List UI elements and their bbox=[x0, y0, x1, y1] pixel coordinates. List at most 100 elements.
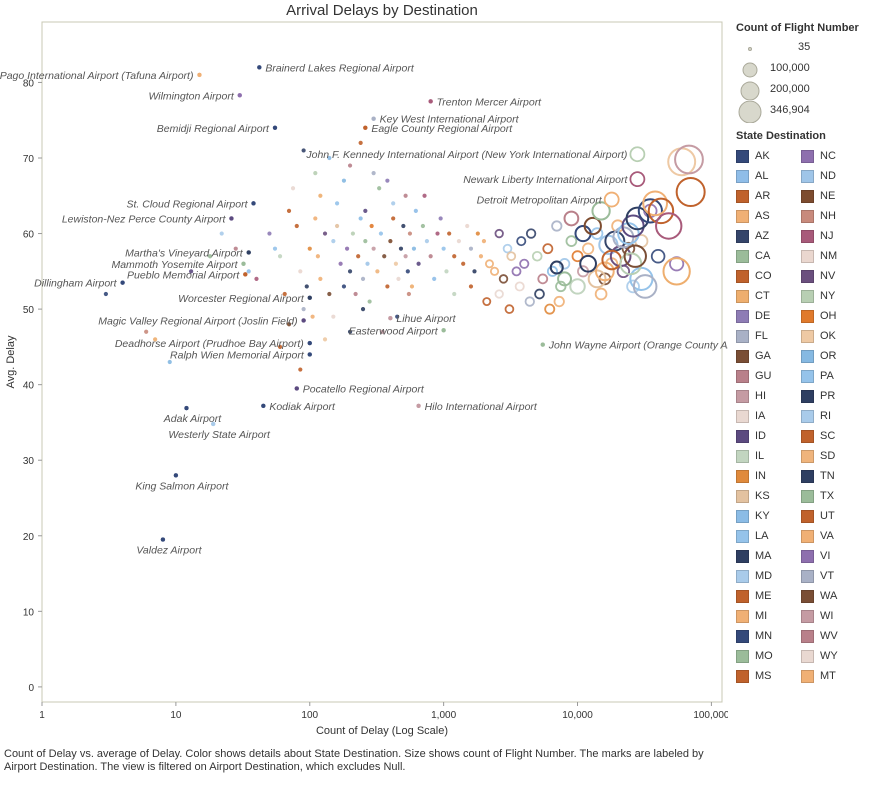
legend-item-ri[interactable]: RI bbox=[801, 406, 866, 426]
legend-item-in[interactable]: IN bbox=[736, 466, 801, 486]
x-axis-label: Count of Delay (Log Scale) bbox=[316, 725, 448, 737]
legend-item-va[interactable]: VA bbox=[801, 526, 866, 546]
legend-item-il[interactable]: IL bbox=[736, 446, 801, 466]
legend-item-oh[interactable]: OH bbox=[801, 306, 866, 326]
legend-label: PA bbox=[820, 370, 834, 382]
legend-item-nv[interactable]: NV bbox=[801, 266, 866, 286]
point-label: Dillingham Airport bbox=[34, 278, 118, 290]
scatter-plot: 1 10 100 1,000 10,000 100,000 0 10 20 30 40 50 60 70 8… bbox=[0, 21, 728, 737]
legend-item-az[interactable]: AZ bbox=[736, 226, 801, 246]
legend-item-md[interactable]: MD bbox=[736, 566, 801, 586]
legend-item-tx[interactable]: TX bbox=[801, 486, 866, 506]
legend-item-fl[interactable]: FL bbox=[736, 326, 801, 346]
legend-item-ut[interactable]: UT bbox=[801, 506, 866, 526]
legend-swatch bbox=[736, 229, 749, 243]
data-point bbox=[360, 276, 366, 281]
legend-item-nj[interactable]: NJ bbox=[801, 226, 866, 246]
legend-label: IA bbox=[755, 410, 766, 422]
chart-title: Arrival Delays by Destination bbox=[286, 2, 478, 19]
legend-item-id[interactable]: ID bbox=[736, 426, 801, 446]
legend-item-nd[interactable]: ND bbox=[801, 166, 866, 186]
legend-item-ne[interactable]: NE bbox=[801, 186, 866, 206]
legend-item-mn[interactable]: MN bbox=[736, 626, 801, 646]
legend-item-la[interactable]: LA bbox=[736, 526, 801, 546]
data-point bbox=[313, 216, 318, 221]
data-point bbox=[629, 146, 646, 163]
legend-item-co[interactable]: CO bbox=[736, 266, 801, 286]
data-point bbox=[167, 359, 172, 365]
point-label: Bemidji Regional Airport bbox=[157, 123, 270, 135]
data-point bbox=[438, 216, 443, 221]
data-point bbox=[452, 254, 457, 259]
legend-item-pa[interactable]: PA bbox=[801, 366, 866, 386]
legend-item-pr[interactable]: PR bbox=[801, 386, 866, 406]
data-point bbox=[546, 265, 558, 277]
legend-item-ok[interactable]: OK bbox=[801, 326, 866, 346]
legend-item-sd[interactable]: SD bbox=[801, 446, 866, 466]
data-point bbox=[267, 231, 272, 236]
legend-item-wa[interactable]: WA bbox=[801, 586, 866, 606]
legend-swatch bbox=[801, 329, 814, 343]
data-point bbox=[621, 214, 645, 238]
data-point bbox=[557, 271, 573, 287]
legend-label: WI bbox=[820, 610, 834, 622]
point-label: Detroit Metropolitan Airport bbox=[477, 195, 603, 207]
legend-item-ks[interactable]: KS bbox=[736, 486, 801, 506]
legend-label: VI bbox=[820, 550, 831, 562]
legend-item-mt[interactable]: MT bbox=[801, 666, 866, 686]
legend-item-ca[interactable]: CA bbox=[736, 246, 801, 266]
data-point bbox=[301, 307, 306, 312]
legend-swatch bbox=[801, 349, 814, 363]
legend-item-ar[interactable]: AR bbox=[736, 186, 801, 206]
data-point bbox=[254, 276, 259, 281]
data-point bbox=[363, 208, 368, 213]
legend-label: TX bbox=[820, 490, 835, 502]
legend-item-vt[interactable]: VT bbox=[801, 566, 866, 586]
legend-item-me[interactable]: ME bbox=[736, 586, 801, 606]
legend-item-gu[interactable]: GU bbox=[736, 366, 801, 386]
legend-item-de[interactable]: DE bbox=[736, 306, 801, 326]
legend-item-wy[interactable]: WY bbox=[801, 646, 866, 666]
data-point bbox=[393, 261, 399, 266]
legend-panel: Count of Flight Number 35 100,000 200,000 3… bbox=[730, 22, 874, 686]
legend-swatch bbox=[736, 629, 749, 643]
legend-item-mo[interactable]: MO bbox=[736, 646, 801, 666]
legend-item-tn[interactable]: TN bbox=[801, 466, 866, 486]
legend-label: VT bbox=[820, 570, 835, 582]
data-point bbox=[625, 206, 650, 231]
legend-item-vi[interactable]: VI bbox=[801, 546, 866, 566]
legend-item-wi[interactable]: WI bbox=[801, 606, 866, 626]
point-label: Newark Liberty International Airport bbox=[463, 174, 628, 186]
legend-item-ky[interactable]: KY bbox=[736, 506, 801, 526]
legend-item-nm[interactable]: NM bbox=[801, 246, 866, 266]
data-point bbox=[334, 201, 340, 206]
data-point bbox=[542, 243, 554, 255]
legend-item-mi[interactable]: MI bbox=[736, 606, 801, 626]
legend-item-as[interactable]: AS bbox=[736, 206, 801, 226]
legend-item-nc[interactable]: NC bbox=[801, 146, 866, 166]
data-point bbox=[565, 235, 578, 247]
legend-item-or[interactable]: OR bbox=[801, 346, 866, 366]
legend-item-sc[interactable]: SC bbox=[801, 426, 866, 446]
data-point bbox=[272, 125, 278, 131]
legend-item-ct[interactable]: CT bbox=[736, 286, 801, 306]
legend-swatch bbox=[736, 449, 749, 463]
legend-item-ia[interactable]: IA bbox=[736, 406, 801, 426]
legend-item-nh[interactable]: NH bbox=[801, 206, 866, 226]
point-label: John Wayne Airport (Orange County Airpor… bbox=[548, 340, 728, 352]
legend-item-hi[interactable]: HI bbox=[736, 386, 801, 406]
y-tick-label: 50 bbox=[23, 305, 35, 316]
legend-swatch bbox=[801, 269, 814, 283]
legend-item-ny[interactable]: NY bbox=[801, 286, 866, 306]
legend-item-ak[interactable]: AK bbox=[736, 146, 801, 166]
legend-swatch bbox=[801, 569, 814, 583]
data-point bbox=[553, 295, 565, 308]
legend-item-ms[interactable]: MS bbox=[736, 666, 801, 686]
legend-item-ma[interactable]: MA bbox=[736, 546, 801, 566]
legend-item-al[interactable]: AL bbox=[736, 166, 801, 186]
legend-swatch bbox=[736, 189, 749, 203]
legend-item-ga[interactable]: GA bbox=[736, 346, 801, 366]
legend-label: NE bbox=[820, 190, 836, 202]
size-legend: 35 100,000 200,000 346,904 bbox=[730, 38, 874, 123]
legend-item-wv[interactable]: WV bbox=[801, 626, 866, 646]
